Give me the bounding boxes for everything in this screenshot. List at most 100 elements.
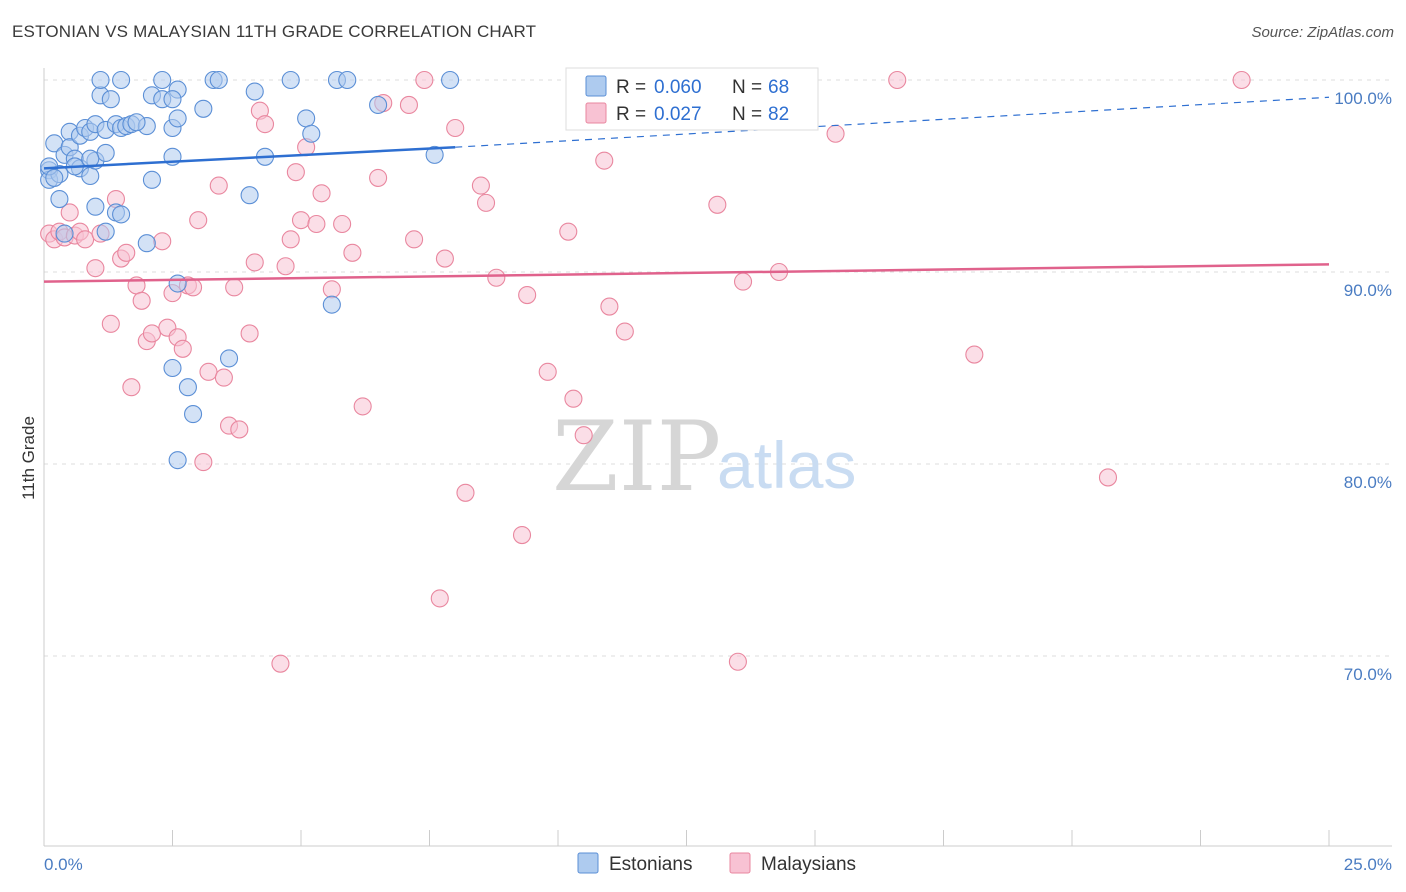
estonian-point <box>86 197 105 216</box>
malaysian-point <box>291 211 311 230</box>
malaysian-point <box>487 268 506 287</box>
malaysian-point <box>142 324 161 343</box>
malaysian-point <box>209 176 228 195</box>
estonian-point <box>209 70 228 90</box>
malaysian-point <box>245 253 264 272</box>
y-tick-label-80: 80.0% <box>1344 473 1392 492</box>
estonian-point <box>142 170 161 189</box>
bottom-legend-estonians-label: Estonians <box>609 854 692 875</box>
malaysian-point <box>600 297 619 316</box>
top-legend: R = 0.060 N = 68 R = 0.027 N = 82 <box>565 67 819 131</box>
malaysian-point <box>559 222 578 241</box>
bottom-legend: Estonians Malaysians <box>577 852 856 875</box>
malaysian-point <box>476 193 496 212</box>
legend-estonians-r-value: 0.060 <box>654 77 702 98</box>
source-label: Source: ZipAtlas.com <box>1251 24 1394 41</box>
estonian-point <box>45 168 64 187</box>
malaysian-point <box>322 280 341 299</box>
malaysian-point <box>733 272 753 291</box>
estonian-point <box>219 349 239 368</box>
estonians-points <box>40 70 460 470</box>
legend-malaysians-n-value: 82 <box>768 104 789 125</box>
malaysian-point <box>225 278 244 297</box>
malaysian-point <box>405 230 424 249</box>
legend-estonians-r-label: R = <box>616 77 646 98</box>
estonian-point <box>50 189 69 209</box>
malaysian-point <box>76 230 95 249</box>
malaysian-point <box>255 115 275 134</box>
malaysian-point <box>564 389 583 408</box>
estonian-point <box>168 451 187 470</box>
estonian-point <box>96 222 115 241</box>
malaysian-point <box>240 324 259 343</box>
malaysian-point <box>518 285 537 305</box>
estonian-point <box>425 145 444 164</box>
malaysian-point <box>430 589 449 608</box>
malaysian-point <box>415 70 434 90</box>
legend-estonians-n-value: 68 <box>768 77 789 98</box>
estonian-point <box>81 149 100 168</box>
trend-lines <box>43 96 1330 283</box>
malaysian-point <box>446 118 465 138</box>
legend-malaysians-r-label: R = <box>616 104 646 125</box>
malaysian-point <box>1098 468 1118 487</box>
estonian-point <box>168 274 187 293</box>
estonians-trend-extension <box>455 96 1330 148</box>
malaysian-point <box>60 203 79 222</box>
legend-malaysians-n-label: N = <box>732 104 762 125</box>
legend-estonians-swatch <box>585 75 607 97</box>
legend-malaysians-swatch <box>585 102 607 124</box>
malaysian-point <box>1232 70 1251 90</box>
estonian-point <box>302 124 321 143</box>
malaysian-point <box>230 420 249 439</box>
malaysian-point <box>456 483 475 502</box>
y-axis-label: 11th Grade <box>19 416 38 500</box>
estonian-point <box>55 224 74 243</box>
malaysian-point <box>276 257 295 276</box>
estonian-point <box>281 70 300 90</box>
legend-box <box>565 67 819 131</box>
malaysian-point <box>512 525 532 545</box>
estonian-point <box>184 405 203 424</box>
bottom-legend-malaysians-label: Malaysians <box>761 854 856 875</box>
estonian-point <box>245 82 264 101</box>
gridlines <box>44 79 1392 657</box>
malaysians-trend-line <box>43 263 1330 283</box>
malaysian-point <box>194 453 213 472</box>
malaysian-point <box>343 243 362 262</box>
malaysian-point <box>888 70 907 90</box>
bottom-legend-estonians-swatch <box>577 852 599 874</box>
estonian-point <box>101 90 120 109</box>
malaysians-points <box>40 70 1251 673</box>
malaysian-point <box>271 654 290 673</box>
estonian-point <box>96 143 115 163</box>
malaysian-point <box>471 176 490 195</box>
estonian-point <box>178 378 197 397</box>
malaysian-point <box>122 378 141 397</box>
malaysian-point <box>353 397 372 416</box>
estonian-point <box>297 109 316 128</box>
estonian-point <box>240 186 259 205</box>
estonian-point <box>112 205 131 224</box>
malaysian-point <box>965 345 984 364</box>
malaysian-point <box>307 214 326 234</box>
estonian-point <box>163 358 182 378</box>
estonian-point <box>338 70 357 90</box>
malaysian-point <box>281 230 300 249</box>
x-tick-label-max: 25.0% <box>1344 855 1392 874</box>
x-tick-label-min: 0.0% <box>44 855 83 874</box>
malaysian-point <box>435 249 454 268</box>
malaysian-point <box>826 124 845 143</box>
malaysian-point <box>184 278 203 297</box>
malaysian-point <box>708 195 727 214</box>
y-tick-label-100: 100.0% <box>1334 89 1392 108</box>
malaysian-point <box>574 426 593 445</box>
malaysian-point <box>199 362 218 381</box>
malaysian-point <box>595 151 614 170</box>
malaysian-point <box>214 368 233 387</box>
chart-title: ESTONIAN VS MALAYSIAN 11TH GRADE CORRELA… <box>12 22 537 41</box>
estonian-point <box>137 234 156 253</box>
estonian-point <box>322 295 341 314</box>
estonian-point <box>153 70 172 90</box>
estonian-point <box>441 70 460 90</box>
